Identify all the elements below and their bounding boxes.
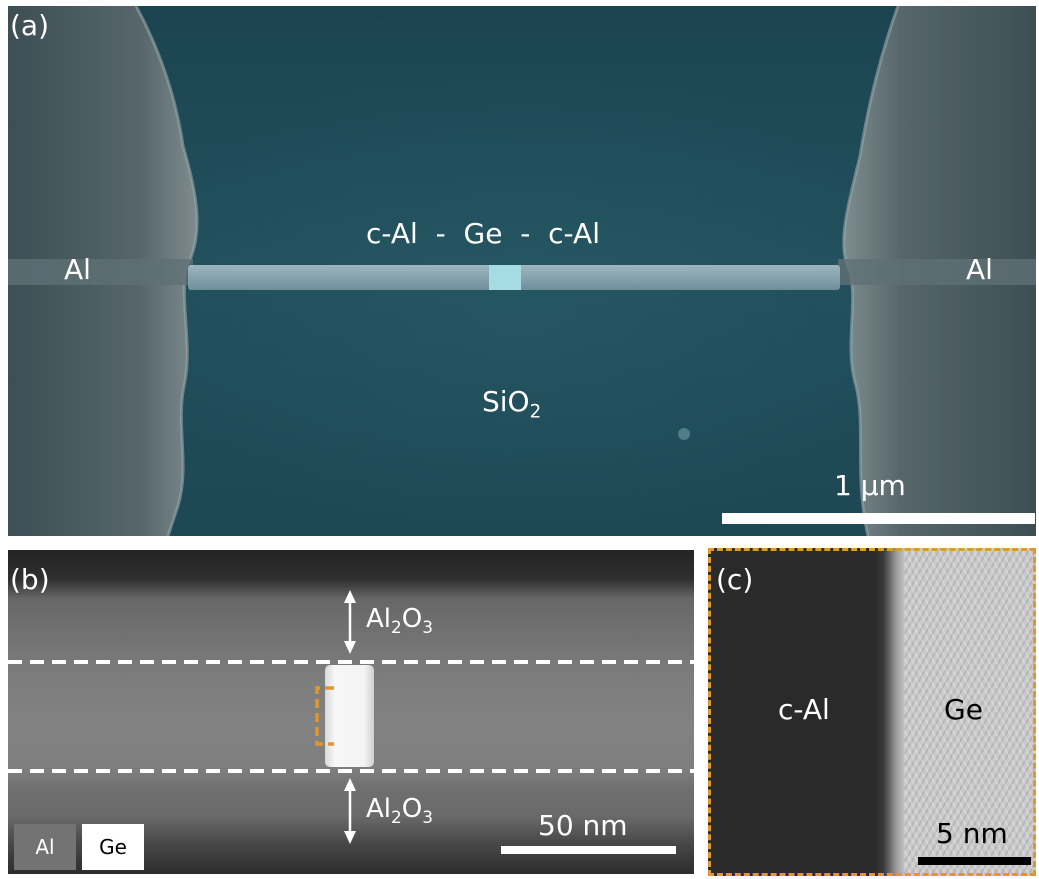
- panel-c-label: (c): [716, 563, 754, 596]
- c-al-region: [708, 548, 880, 876]
- scalebar-50nm: [501, 846, 676, 854]
- substrate-label: SiO2: [482, 385, 542, 423]
- top-shell-label: Al2O3: [366, 604, 433, 637]
- legend-ge: Ge: [82, 824, 144, 870]
- inset-dashed-frame: [708, 548, 1036, 876]
- right-wire-under-electrode: [838, 259, 1036, 285]
- scalebar-5nm: [918, 857, 1031, 865]
- ge-region-label: Ge: [944, 693, 983, 726]
- wire-composition-label: c-Al - Ge - c-Al: [366, 217, 600, 250]
- panel-b-stem-image: (b) Al2O3 Al2O3 Al Ge 50 nm: [8, 550, 694, 874]
- left-electrode-label: Al: [64, 253, 91, 286]
- c-al-region-label: c-Al: [778, 693, 830, 726]
- panel-c-artwork: [918, 857, 1031, 865]
- panel-a-artwork: [8, 6, 1036, 536]
- surface-particle: [678, 428, 690, 440]
- ge-segment: [489, 265, 521, 290]
- inset-marker-bracket: [315, 686, 334, 746]
- scalebar-1um-label: 1 µm: [834, 469, 906, 502]
- ge-segment-bright: [325, 665, 374, 767]
- ge-lattice-region: [904, 548, 1036, 876]
- panel-b-artwork: [8, 590, 694, 854]
- panel-b-label: (b): [10, 563, 50, 596]
- scalebar-1um: [722, 513, 1035, 524]
- scalebar-5nm-label: 5 nm: [936, 817, 1008, 850]
- left-wire-under-electrode: [8, 259, 193, 285]
- panel-a-label: (a): [10, 9, 50, 42]
- panel-a-sem-image: (a) Al Al c-Al - Ge - c-Al SiO2 1 µm: [8, 6, 1036, 536]
- scalebar-50nm-label: 50 nm: [538, 809, 628, 842]
- legend-al: Al: [14, 824, 76, 870]
- interface-region: [874, 548, 906, 876]
- panel-c-hrstem-inset: (c) c-Al Ge 5 nm: [708, 548, 1036, 876]
- bottom-shell-label: Al2O3: [366, 794, 433, 827]
- right-electrode-label: Al: [966, 253, 993, 286]
